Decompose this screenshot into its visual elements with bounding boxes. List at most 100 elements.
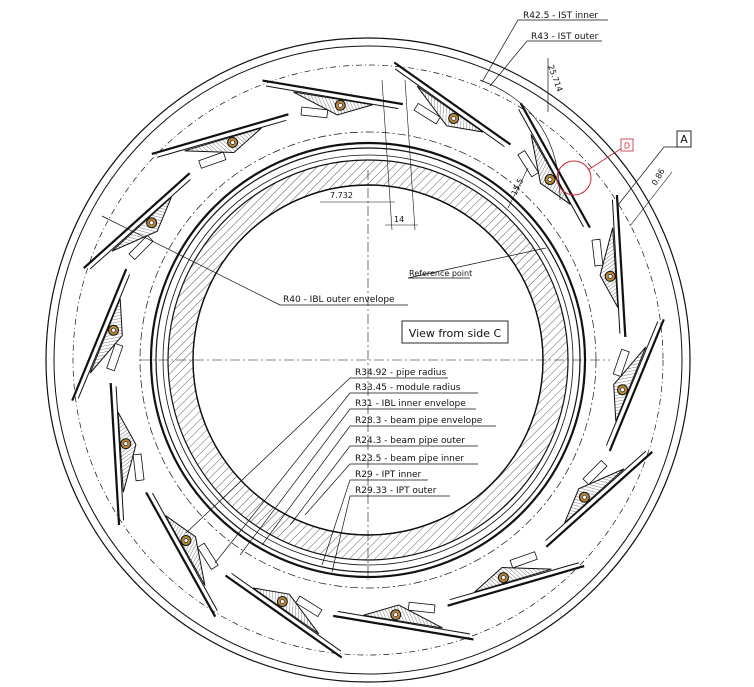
ibl-inner-leader — [239, 408, 476, 556]
cooling-pipe-bore — [149, 220, 154, 226]
stave — [545, 450, 653, 548]
stave-body — [564, 468, 625, 524]
stave-support-line — [615, 194, 627, 338]
cooling-pipe-bore — [582, 494, 587, 500]
cooling-pipe-bore — [111, 327, 116, 333]
ibl-inner-text: R31 - IBL inner envelope — [355, 399, 466, 409]
view-side-box — [401, 320, 509, 344]
stave-support-line — [224, 574, 343, 659]
angle-7-leader-1 — [381, 79, 393, 231]
stave — [145, 491, 219, 618]
cooling-pipe-bore — [620, 387, 625, 393]
cooling-pipe-bore — [501, 575, 506, 580]
view-side-label: View from side C — [409, 327, 502, 340]
stave-ring — [71, 61, 665, 659]
angle-14-text: 14 — [394, 215, 404, 224]
reference-point-leader — [407, 247, 547, 279]
dim-155-line — [507, 167, 529, 209]
stave-bracket — [295, 595, 323, 618]
stave-module-line — [394, 68, 505, 148]
stave — [393, 61, 512, 148]
stave — [517, 102, 591, 229]
stave-bracket — [106, 343, 124, 372]
ipt-outer-leader — [331, 495, 450, 573]
stave — [591, 194, 627, 338]
angle-7-text: 7.732 — [330, 191, 353, 200]
stave — [151, 113, 289, 169]
module-radius-text: R33.45 - module radius — [355, 383, 461, 393]
ist-outer-ring — [45, 37, 691, 683]
stave-support-line — [447, 565, 585, 607]
cooling-pipe-bore — [393, 612, 398, 618]
stave-bracket — [196, 542, 219, 570]
angle-25-arc — [479, 79, 561, 201]
ibl-outer-text: R40 - IBL outer envelope — [283, 295, 395, 305]
ibl-outer-envelope-ring — [72, 64, 664, 656]
stave-support-line — [71, 268, 128, 402]
stave-bracket — [612, 348, 630, 377]
stave-bracket — [582, 459, 608, 486]
stave-support-line — [262, 79, 403, 106]
stave-support-line — [545, 451, 653, 548]
stave-body — [363, 604, 443, 629]
cooling-pipe-bore — [123, 441, 129, 446]
cooling-pipe-bore — [183, 538, 189, 543]
stave-bracket — [509, 551, 538, 569]
module-radius-leader — [214, 392, 478, 564]
cooling-pipe-bore — [280, 599, 285, 604]
stave-body — [613, 346, 647, 422]
ist-inner-ring — [53, 45, 683, 675]
stave — [224, 572, 343, 659]
stave-support-line — [145, 491, 217, 618]
dim-086-text: 0.86 — [650, 167, 667, 187]
stave-body — [111, 196, 172, 252]
ibl-outer-leader — [101, 215, 408, 306]
stave-bracket — [132, 453, 145, 482]
stave — [109, 382, 145, 526]
stave-bracket — [413, 102, 441, 125]
dim-155-text: 15.5 — [510, 177, 526, 197]
stave-body — [416, 85, 484, 133]
stave-module-line — [77, 274, 131, 399]
reference-point-text: Reference point — [409, 269, 472, 278]
stave-bracket — [591, 238, 604, 267]
stave-support-line — [151, 113, 289, 155]
pipe-radius-text: R34.92 - pipe radius — [355, 368, 446, 378]
stave-bracket — [198, 151, 227, 169]
angle-25-text: 25.714 — [546, 64, 564, 93]
stave — [83, 172, 191, 270]
section-a-box — [676, 130, 692, 148]
stave-body — [293, 91, 373, 116]
stave-body — [599, 227, 619, 308]
cooling-pipe-bore — [230, 140, 235, 145]
detail-d-circle — [556, 160, 592, 196]
stave-support-line — [83, 172, 191, 269]
stave-module-line — [611, 199, 621, 334]
section-a-label: A — [680, 133, 688, 146]
detail-d-box — [620, 138, 634, 152]
beam-pipe-envelope-text: R28.3 - beam pipe envelope — [355, 416, 483, 426]
ipt-outer-text: R29.33 - IPT outer — [355, 486, 437, 496]
stave-module-line — [518, 109, 584, 228]
ist-inner-text: R42.5 - IST inner — [523, 11, 598, 21]
angle-7-leader-2 — [404, 79, 416, 231]
beam-pipe-outer-leader — [289, 445, 478, 526]
stave-module-line — [337, 610, 471, 635]
stave-module-line — [231, 572, 342, 652]
beam-pipe-inner-leader — [304, 463, 478, 516]
ist-outer-leader — [489, 40, 602, 87]
stave-body — [165, 515, 206, 586]
beam-pipe-outer-text: R24.3 - beam pipe outer — [355, 436, 465, 446]
stave-support-line — [519, 102, 591, 229]
stave-module-line — [157, 119, 287, 158]
stave-body — [89, 298, 123, 374]
stave-module-line — [89, 179, 191, 270]
stave-module-line — [449, 562, 579, 601]
stave-bracket — [300, 106, 329, 119]
section-a-leader — [617, 146, 677, 206]
stave-body — [252, 587, 320, 635]
cooling-pipe-bore — [547, 177, 553, 182]
cooling-pipe-bore — [338, 102, 343, 108]
cooling-pipe-bore — [451, 116, 456, 121]
stave-body — [530, 134, 571, 205]
